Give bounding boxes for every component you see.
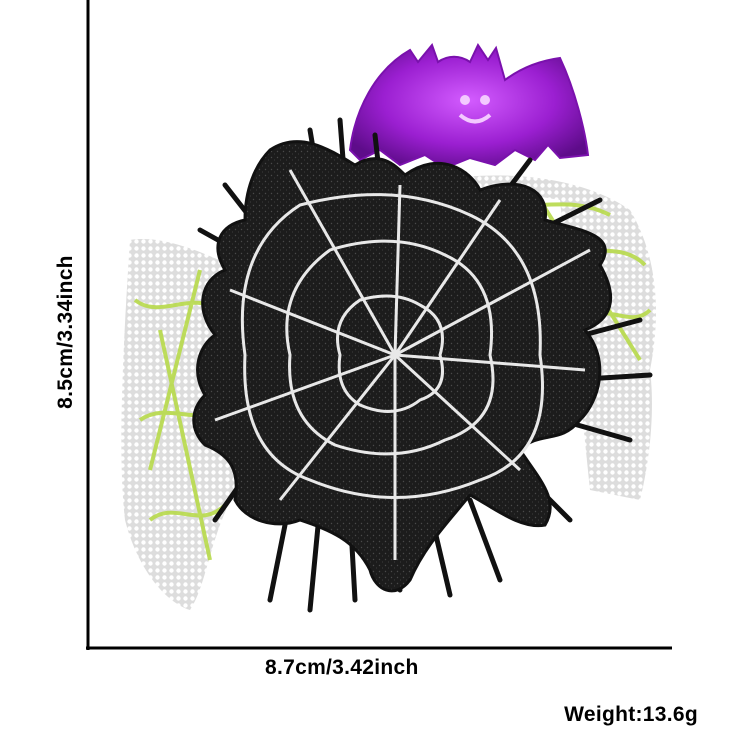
weight-label: Weight:13.6g <box>564 703 698 726</box>
purple-bat-icon <box>348 42 590 170</box>
width-dimension-label: 8.7cm/3.42inch <box>265 656 419 679</box>
spider-web-lines <box>214 169 591 560</box>
height-dimension-label: 8.5cm/3.34inch <box>54 255 77 409</box>
axis-gridlines <box>86 0 672 650</box>
